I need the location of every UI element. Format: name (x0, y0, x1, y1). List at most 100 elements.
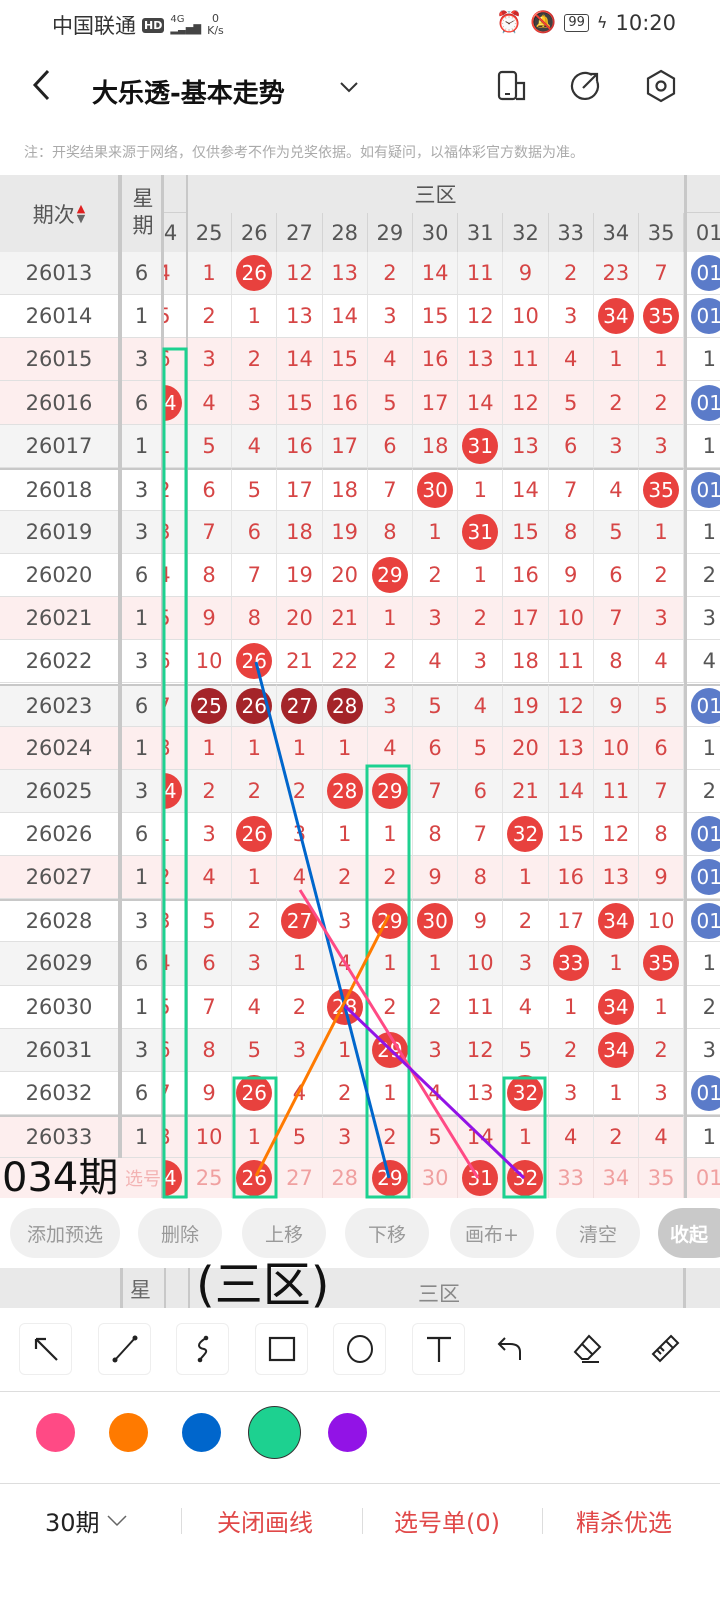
table-cell[interactable]: 4 (503, 985, 549, 1029)
pick-list-button[interactable]: 选号单(0) (394, 1509, 500, 1537)
table-cell[interactable]: 20 (503, 726, 549, 770)
table-cell[interactable]: 3 (413, 597, 459, 641)
table-cell[interactable]: 21 (503, 769, 549, 813)
table-cell[interactable]: 4 (232, 424, 278, 468)
table-cell[interactable]: 30 (413, 899, 459, 943)
table-cell[interactable]: 6 (164, 1028, 187, 1072)
table-cell[interactable]: 9 (413, 856, 459, 900)
table-cell[interactable]: 14 (322, 295, 368, 339)
table-cell[interactable]: 2 (232, 769, 278, 813)
table-cell[interactable]: 8 (187, 554, 233, 598)
table-cell[interactable]: 13 (503, 424, 549, 468)
table-cell[interactable]: 4 (413, 1071, 459, 1115)
table-cell[interactable]: 4 (322, 942, 368, 986)
table-cell[interactable]: 18 (277, 510, 323, 555)
circle-tool-icon[interactable] (333, 1323, 386, 1375)
table-cell[interactable]: 2 (277, 985, 323, 1029)
table-cell[interactable]: 6 (164, 338, 187, 382)
table-cell[interactable]: 8 (458, 856, 504, 900)
table-cell[interactable]: 13 (322, 252, 368, 296)
color-swatch-blue[interactable] (182, 1413, 221, 1452)
table-cell[interactable]: 8 (164, 726, 187, 770)
table-cell[interactable]: 16 (548, 856, 594, 900)
column-header[interactable]: 29 (367, 213, 413, 252)
table-cell[interactable]: 3 (322, 899, 368, 943)
table-cell[interactable]: 10 (187, 640, 233, 684)
table-cell[interactable]: 1 (232, 1115, 278, 1159)
table-cell[interactable]: 5 (232, 1028, 278, 1072)
table-cell[interactable]: 12 (593, 812, 639, 857)
table-cell[interactable]: 13 (548, 726, 594, 770)
table-cell[interactable]: 19 (322, 510, 368, 555)
table-cell[interactable]: 1 (232, 856, 278, 900)
table-cell[interactable]: 1 (187, 726, 233, 770)
table-cell[interactable]: 17 (322, 424, 368, 468)
table-cell[interactable]: 10 (548, 597, 594, 641)
table-cell[interactable]: 2 (187, 295, 233, 339)
collapse-button[interactable]: 收起 (658, 1208, 720, 1258)
table-cell[interactable]: 13 (277, 295, 323, 339)
table-cell[interactable]: 3 (367, 295, 413, 339)
table-cell[interactable]: 2 (593, 1115, 639, 1159)
table-cell[interactable]: 12 (458, 1028, 504, 1072)
table-cell[interactable]: 3 (164, 899, 187, 943)
table-cell[interactable]: 34 (593, 985, 639, 1029)
table-cell[interactable]: 1 (458, 554, 504, 598)
table-cell[interactable]: 13 (593, 856, 639, 900)
table-cell[interactable]: 35 (639, 942, 685, 986)
table-cell[interactable]: 6 (593, 554, 639, 598)
table-cell[interactable]: 4 (164, 942, 187, 986)
table-cell[interactable]: 14 (503, 467, 549, 511)
table-cell[interactable]: 1 (593, 338, 639, 382)
table-cell[interactable]: 16 (277, 424, 323, 468)
table-cell[interactable]: 31 (458, 424, 504, 468)
curve-tool-icon[interactable] (176, 1323, 229, 1375)
table-cell[interactable]: 2 (322, 856, 368, 900)
table-cell[interactable]: 1 (164, 424, 187, 468)
table-cell[interactable]: 3 (277, 812, 323, 857)
select-cell[interactable]: 33 (548, 1158, 594, 1198)
table-cell[interactable]: 1 (277, 942, 323, 986)
table-cell[interactable]: 5 (548, 381, 594, 425)
table-cell[interactable]: 3 (413, 1028, 459, 1072)
arrow-tool-icon[interactable] (19, 1323, 72, 1375)
table-cell[interactable]: 1 (548, 985, 594, 1029)
table-cell[interactable]: 3 (187, 812, 233, 857)
table-cell[interactable]: 01 (687, 295, 720, 339)
table-cell[interactable]: 2 (187, 769, 233, 813)
table-cell[interactable]: 3 (187, 338, 233, 382)
table-cell[interactable]: 3 (322, 1115, 368, 1159)
table-cell[interactable]: 4 (548, 1115, 594, 1159)
chevron-down-icon[interactable] (338, 75, 360, 99)
table-cell[interactable]: 01 (687, 252, 720, 296)
table-cell[interactable]: 2 (164, 467, 187, 511)
table-cell[interactable]: 8 (367, 510, 413, 555)
table-cell[interactable]: 33 (548, 942, 594, 986)
table-cell[interactable]: 3 (232, 942, 278, 986)
table-cell[interactable]: 11 (503, 338, 549, 382)
table-cell[interactable]: 17 (503, 597, 549, 641)
table-cell[interactable]: 18 (413, 424, 459, 468)
period-header[interactable]: 期次 ▲ ▼ (0, 175, 118, 252)
table-cell[interactable]: 9 (639, 856, 685, 900)
table-cell[interactable]: 20 (322, 554, 368, 598)
table-cell[interactable]: 4 (187, 856, 233, 900)
table-cell[interactable]: 10 (639, 899, 685, 943)
table-cell[interactable]: 2 (639, 554, 685, 598)
table-cell[interactable]: 15 (503, 510, 549, 555)
table-cell[interactable]: 9 (593, 683, 639, 727)
table-cell[interactable]: 01 (687, 683, 720, 727)
table-cell[interactable]: 8 (548, 510, 594, 555)
table-cell[interactable]: 14 (413, 252, 459, 296)
table-cell[interactable]: 4 (548, 338, 594, 382)
table-cell[interactable]: 5 (164, 597, 187, 641)
column-header[interactable]: 26 (232, 213, 278, 252)
table-cell[interactable]: 2 (367, 856, 413, 900)
table-cell[interactable]: 10 (187, 1115, 233, 1159)
table-cell[interactable]: 3 (277, 1028, 323, 1072)
table-cell[interactable]: 1 (503, 1115, 549, 1159)
table-cell[interactable]: 7 (187, 985, 233, 1029)
clear-button[interactable]: 清空 (556, 1208, 640, 1258)
table-cell[interactable]: 2 (639, 1028, 685, 1072)
column-header[interactable]: 27 (277, 213, 323, 252)
